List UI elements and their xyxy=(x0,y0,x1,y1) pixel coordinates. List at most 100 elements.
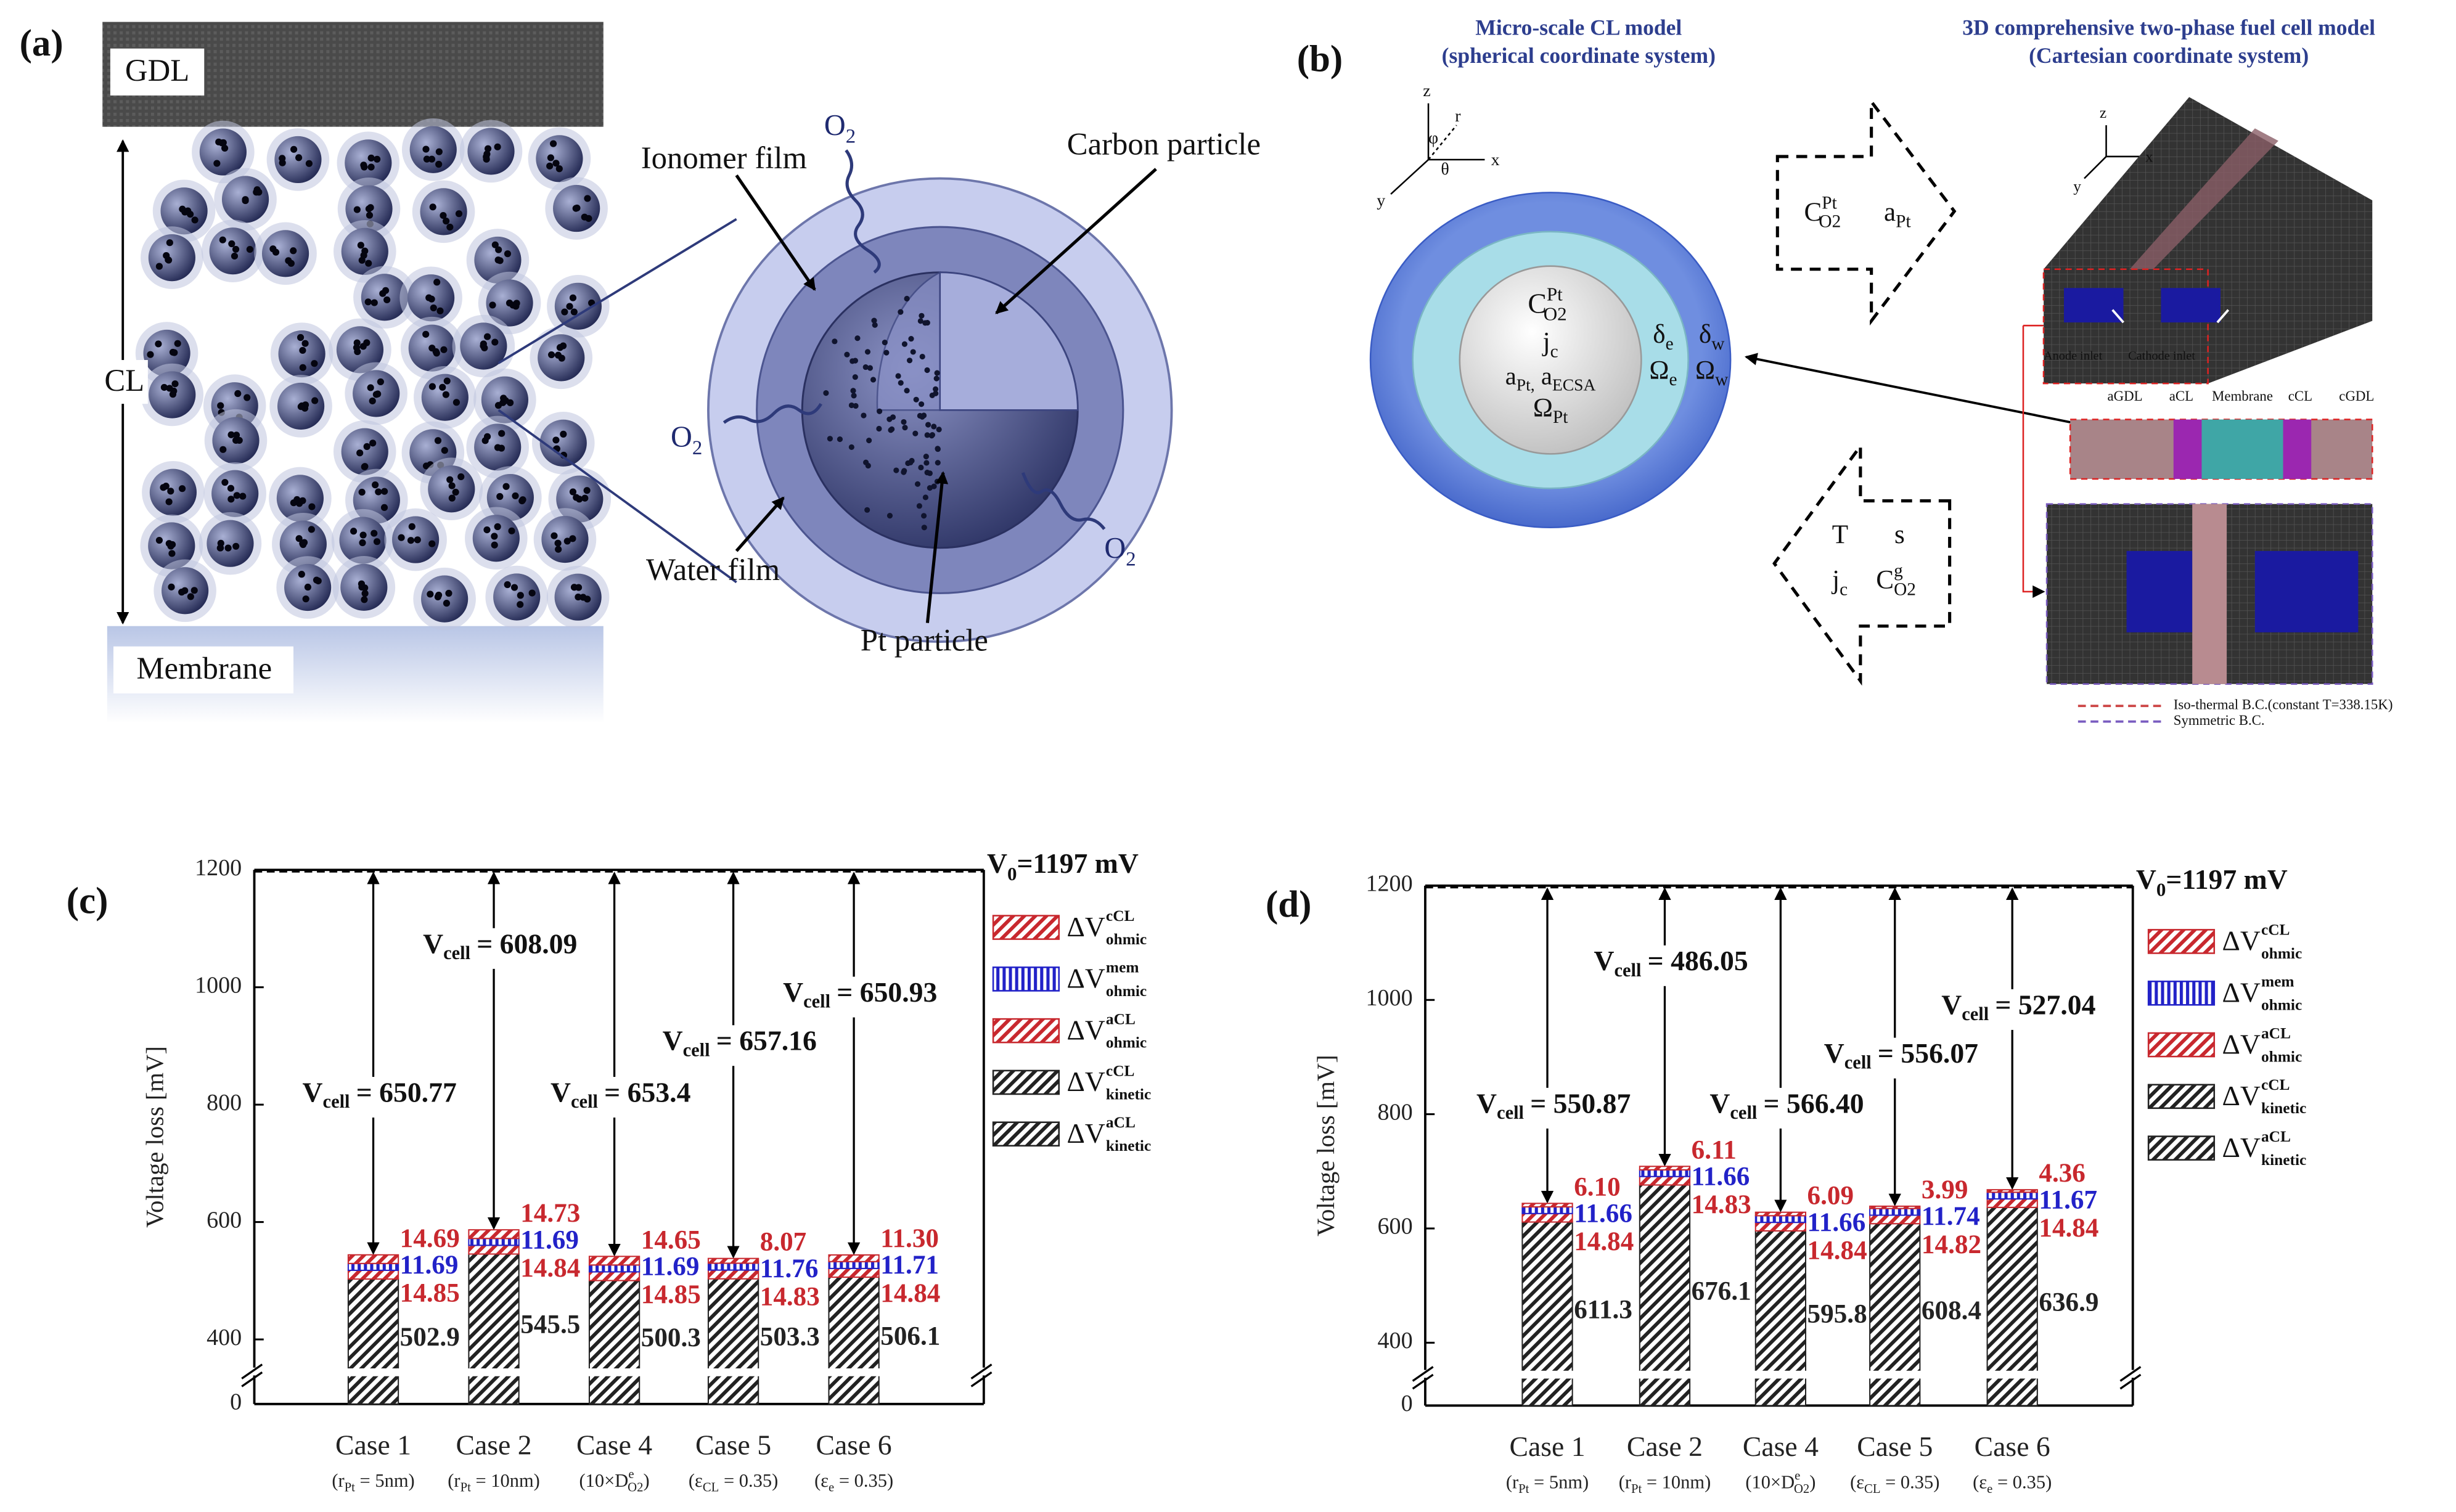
pt-dot xyxy=(160,484,167,491)
pt-dot xyxy=(439,383,446,391)
text-part: Pt xyxy=(1896,211,1910,231)
pt-dot xyxy=(228,240,235,248)
particle-core xyxy=(361,274,408,321)
text-part: V xyxy=(783,977,803,1008)
value-label: 14.69 xyxy=(400,1224,460,1253)
pt-dot xyxy=(890,414,896,420)
legend-swatch xyxy=(992,966,1060,992)
pt-dot xyxy=(570,308,578,316)
layer-label: aGDL xyxy=(2107,388,2142,404)
text-part: j xyxy=(1542,328,1550,357)
pt-dot xyxy=(414,536,421,544)
pt-dot xyxy=(935,446,941,452)
legend-label: ohmic xyxy=(2261,1048,2302,1065)
value-label: 503.3 xyxy=(760,1323,820,1352)
pt-dot xyxy=(369,397,376,405)
component-label: Ionomer film xyxy=(641,141,807,175)
pt-dot xyxy=(494,444,502,451)
pt-dot xyxy=(423,155,431,163)
pt-dot xyxy=(489,301,496,309)
pt-dot xyxy=(936,427,942,433)
vcell-label: Vcell = 608.09 xyxy=(423,928,577,963)
value-label: 608.4 xyxy=(1922,1296,1981,1325)
pt-dot xyxy=(495,246,502,253)
pt-dot xyxy=(373,538,381,546)
label-bg xyxy=(1699,1087,1875,1129)
legend-label: ΔV xyxy=(1066,963,1105,994)
text-part: 2 xyxy=(692,437,702,459)
label-bg xyxy=(1583,945,1759,986)
pt-dot xyxy=(279,155,286,162)
value-label: 14.83 xyxy=(760,1283,820,1312)
panel-b-shapes xyxy=(1369,97,2373,723)
pt-dot xyxy=(510,584,518,591)
legend-label: ΔV xyxy=(1066,1014,1105,1045)
panel-label: (a) xyxy=(20,23,63,64)
exchange-variable: s xyxy=(1894,520,1905,549)
pt-dot xyxy=(435,160,443,168)
value-label: 545.5 xyxy=(520,1310,580,1339)
pt-dot xyxy=(547,154,554,161)
carbon-core xyxy=(1459,265,1642,455)
text-part: w xyxy=(1715,370,1729,390)
text-part: cell xyxy=(803,991,830,1012)
pointer xyxy=(735,496,785,552)
axis-break-gap xyxy=(1984,1370,2041,1379)
pt-dot xyxy=(187,593,194,600)
text-part: (r xyxy=(1506,1471,1518,1492)
text-part: δ xyxy=(1699,320,1711,349)
text-part: =1197 mV xyxy=(2166,864,2287,895)
axis-label: r xyxy=(1455,107,1461,126)
value-label: 14.82 xyxy=(1922,1230,1981,1259)
legend-label: mem xyxy=(1106,959,1139,976)
axis-break-gap xyxy=(825,1368,882,1376)
pt-dot xyxy=(217,402,224,409)
pt-dot xyxy=(906,358,913,364)
text-part: Pt xyxy=(1518,1482,1529,1496)
value-label: 11.69 xyxy=(400,1251,459,1280)
bar-segment xyxy=(1639,1175,1691,1186)
pt-dot xyxy=(512,492,519,500)
pt-dot xyxy=(184,207,192,215)
boundary-label: Symmetric B.C. xyxy=(2174,713,2265,728)
channel xyxy=(2254,550,2359,632)
value-label: 6.10 xyxy=(1574,1172,1621,1201)
text-part: V xyxy=(1709,1088,1730,1119)
exchange-arrow xyxy=(1775,97,1957,326)
value-label: 611.3 xyxy=(1574,1295,1632,1324)
pt-dot xyxy=(927,484,933,491)
legend-label: mem xyxy=(2261,973,2294,991)
boundary-label: Iso-thermal B.C.(constant T=338.15K) xyxy=(2174,697,2393,712)
pt-dot xyxy=(923,454,929,460)
pt-dot xyxy=(929,431,936,438)
category-note: (rPt = 10nm) xyxy=(448,1470,540,1495)
pt-dot xyxy=(919,313,925,319)
legend-swatch xyxy=(2147,980,2216,1006)
x-tick-label: Case 4 xyxy=(1743,1431,1819,1462)
pt-dot xyxy=(443,218,450,225)
value-label: 14.84 xyxy=(1574,1227,1634,1256)
bar-segment xyxy=(1754,1215,1807,1224)
pt-dot xyxy=(366,211,374,219)
legend-label: aCL xyxy=(2261,1128,2291,1145)
pt-dot xyxy=(445,589,452,597)
text-part: cell xyxy=(1730,1102,1757,1123)
value-label: 14.84 xyxy=(2039,1214,2098,1243)
pt-dot xyxy=(369,439,377,447)
text-part: = 527.04 xyxy=(1995,989,2095,1021)
oxygen-label: O2 xyxy=(824,109,856,147)
axis-label: x xyxy=(2145,148,2153,165)
label-bg xyxy=(533,1077,708,1118)
value-label: 11.67 xyxy=(2039,1185,2097,1214)
text-part: a xyxy=(1884,198,1896,227)
pt-dot xyxy=(483,155,490,163)
axis-break xyxy=(241,1363,263,1379)
bar-segment xyxy=(707,1257,759,1264)
axis xyxy=(1390,159,1429,195)
particle-core xyxy=(341,428,388,475)
axis-break-gap xyxy=(705,1368,762,1376)
vcell-label: Vcell = 653.4 xyxy=(551,1077,690,1112)
legend-swatch xyxy=(2147,929,2216,954)
pt-dot xyxy=(528,589,536,597)
pt-dot xyxy=(935,460,941,466)
